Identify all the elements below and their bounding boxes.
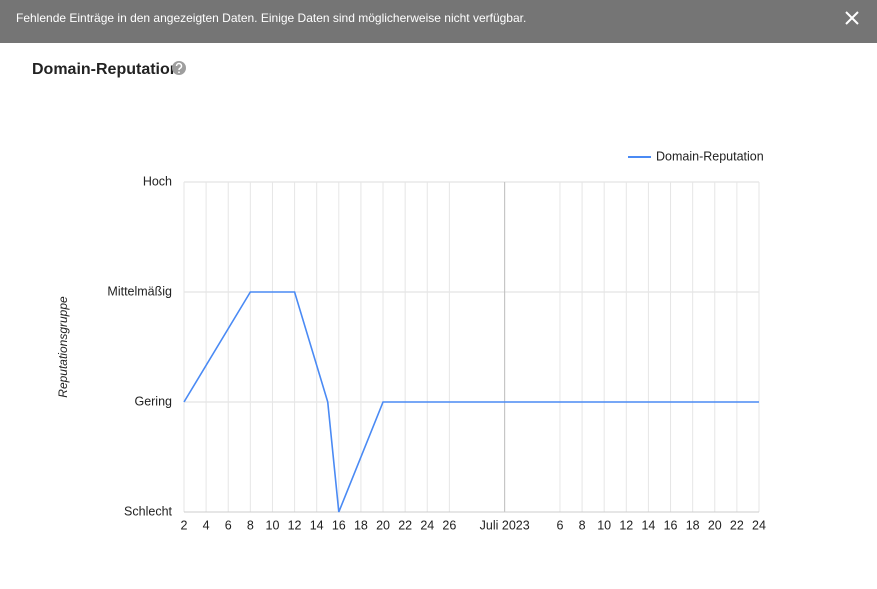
x-tick-label: 10 [597,518,611,532]
x-tick-label: 14 [641,518,655,532]
x-tick-label: 6 [225,518,232,532]
x-tick-label: 22 [730,518,744,532]
x-tick-label: 26 [442,518,456,532]
x-tick-label: 24 [752,518,766,532]
x-tick-label: 10 [266,518,280,532]
x-tick-label: 12 [288,518,302,532]
x-tick-label: 16 [664,518,678,532]
x-tick-label: 20 [376,518,390,532]
chart-title: Domain-Reputation [32,61,180,78]
x-tick-label: 16 [332,518,346,532]
data-line [183,291,759,513]
x-tick-label: 2 [181,518,188,532]
banner-message: Fehlende Einträge in den angezeigten Dat… [16,11,527,25]
x-tick-label: 4 [203,518,210,532]
x-tick-label: Juli 2023 [480,518,530,532]
legend-label: Domain-Reputation [656,149,764,163]
y-tick-label: Schlecht [124,504,172,518]
banner: Fehlende Einträge in den angezeigten Dat… [0,0,877,43]
y-tick-label: Hoch [143,174,172,188]
chart: Domain-Reputation Reputationsgruppe Schl… [32,61,766,532]
y-axis-label: Reputationsgruppe [56,296,70,398]
x-tick-label: 12 [619,518,633,532]
y-tick-label: Mittelmäßig [107,284,172,298]
x-tick-label: 8 [579,518,586,532]
x-tick-label: 20 [708,518,722,532]
x-tick-label: 14 [310,518,324,532]
y-tick-label: Gering [134,394,172,408]
close-button[interactable] [845,11,859,25]
x-tick-label: 22 [398,518,412,532]
x-tick-label: 8 [247,518,254,532]
help-icon[interactable] [172,61,186,75]
x-tick-label: 24 [420,518,434,532]
x-tick-label: 18 [354,518,368,532]
x-tick-label: 18 [686,518,700,532]
x-tick-label: 6 [556,518,563,532]
